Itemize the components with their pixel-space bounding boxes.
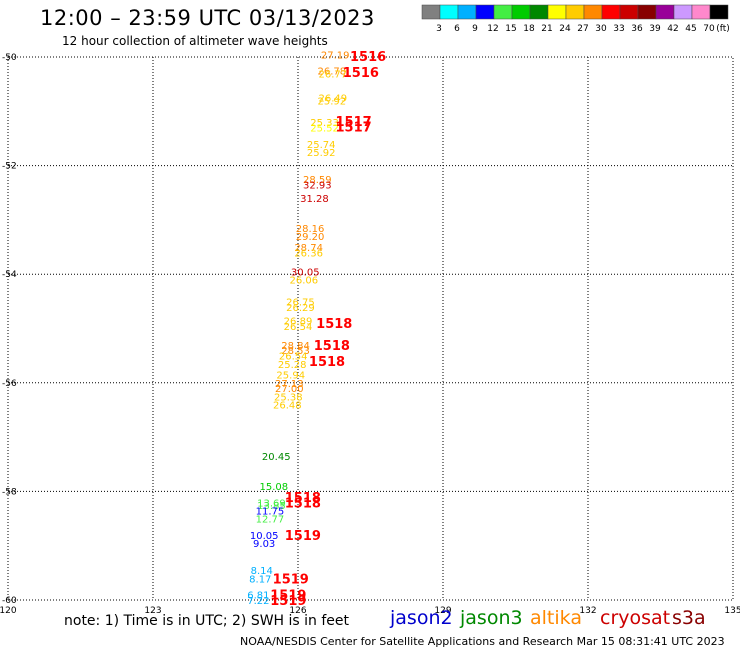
wave-height-label: 28.53 [281,346,310,357]
wave-height-label: 25.38 [274,392,303,403]
pass-number-label: 1519 [273,572,309,587]
pass-number-label: 1516 [343,66,379,81]
x-tick-label: 132 [579,606,596,616]
satellite-legend-s3a: s3a [672,607,706,629]
color-scale-label: 42 [667,24,678,34]
satellite-legend-jason3: jason3 [460,607,523,629]
wave-height-label: 25.92 [307,148,336,159]
plot-frame [7,56,734,601]
pass-number-label: 1519 [270,594,306,609]
wave-height-label: 31.28 [300,194,329,205]
wave-height-label: 25.33 [310,118,339,129]
wave-height-label: 20.45 [262,452,291,463]
wave-height-label: 27.13 [275,379,304,390]
wave-height-label: 26.48 [273,401,302,412]
x-tick-label: 129 [434,606,451,616]
y-tick-label: -58 [2,487,17,497]
wave-height-label: 25.94 [276,371,305,382]
color-scale-label: 3 [436,24,442,34]
color-scale-legend: 3 6 9 12 15 18 21 24 27 30 33 36 39 42 45 70 (ft) [421,4,730,34]
wave-height-label: 27.19 [321,50,350,61]
wave-height-label: 29.20 [296,232,325,243]
wave-height-label: 26.78 [318,67,347,78]
wave-height-label: 28.74 [294,243,323,254]
color-scale-label: 30 [595,24,607,34]
wave-height-label: 8.14 [251,566,273,577]
pass-number-label: 1516 [350,50,386,65]
chart-title: 12:00 – 23:59 UTC 03/13/2023 [40,6,375,30]
wave-height-label: 28.59 [303,175,332,186]
color-scale-label: 39 [649,24,661,34]
color-scale-label: 36 [631,24,643,34]
wave-height-label: 26.77 [318,69,347,80]
color-scale-swatch [709,4,729,20]
wave-height-label: 26.29 [286,303,315,314]
wave-height-label: 6.81 [247,591,269,602]
pass-number-label: 1519 [270,589,306,604]
wave-height-label: 30.05 [291,267,320,278]
pass-number-label: 1519 [285,529,321,544]
satellite-legend-altika: altika [530,607,582,629]
wave-height-label: 26.54 [284,322,313,333]
color-scale-label: 21 [541,24,552,34]
wave-height-plot: 120 123 126 129 132 135 -50 -52 -54 -56 -58 -60 27.1… [0,50,740,616]
pass-number-label: 1517 [335,121,371,136]
wave-height-label: 26.75 [286,297,315,308]
wave-height-label: 12.77 [256,515,285,526]
wave-height-label: 13.85 [257,501,286,512]
wave-height-label: 26.06 [289,276,318,287]
wave-height-label: 25.74 [307,140,336,151]
wave-height-label: 26.49 [318,94,347,105]
wave-height-label: 10.05 [250,531,279,542]
y-tick-label: -54 [2,270,17,280]
color-scale-label: 33 [613,24,624,34]
color-scale-label: 15 [505,24,516,34]
satellite-legend-jason2: jason2 [390,607,453,629]
wave-height-label: 27.00 [275,384,304,395]
color-scale-label: 27 [577,24,588,34]
wave-height-label: 28.16 [296,224,325,235]
y-tick-label: -56 [2,379,17,389]
wave-height-label: 11.75 [256,506,285,517]
wave-height-label: 25.52 [310,124,339,135]
wave-height-label: 32.93 [303,181,332,192]
x-tick-label: 120 [0,606,17,616]
color-scale-label: 6 [454,24,460,34]
wave-height-label: 26.89 [284,316,313,327]
x-tick-label: 123 [144,606,161,616]
satellite-legend-cryosat: cryosat [600,607,671,629]
wave-height-label: 25.28 [278,360,307,371]
pass-number-label: 1518 [309,355,345,370]
wave-height-label: 13.69 [257,498,286,509]
y-tick-label: -50 [2,53,17,63]
y-tick-label: -52 [2,162,17,172]
pass-number-label: 1518 [316,317,352,332]
color-scale-label: 24 [559,24,571,34]
pass-number-label: 1518 [285,496,321,511]
footer-credit: NOAA/NESDIS Center for Satellite Applica… [240,635,725,648]
pass-number-label: 1517 [335,115,371,130]
wave-height-label: 26.36 [294,248,323,259]
x-tick-label: 135 [724,606,740,616]
chart-subtitle: 12 hour collection of altimeter wave hei… [62,34,328,48]
wave-height-label: 28.84 [281,341,310,352]
color-scale-label: 18 [523,24,535,34]
wave-height-label: 7.22 [247,596,269,607]
pass-number-label: 1518 [285,491,321,506]
y-tick-label: -60 [2,596,17,606]
x-tick-label: 126 [289,606,306,616]
wave-height-label: 9.03 [253,539,275,550]
wave-height-label: 26.54 [279,352,308,363]
pass-number-label: 1518 [314,339,350,354]
wave-height-label: 15.08 [260,482,289,493]
color-scale-label: 70 [703,24,715,34]
color-scale-label: 45 [685,24,696,34]
color-scale-label: 9 [472,24,478,34]
color-scale-label: 12 [487,24,498,34]
wave-height-label: 25.92 [318,96,347,107]
wave-height-label: 8.17 [249,574,271,585]
footer-note: note: 1) Time is in UTC; 2) SWH is in fe… [64,613,350,629]
color-scale-label: (ft) [716,24,730,34]
